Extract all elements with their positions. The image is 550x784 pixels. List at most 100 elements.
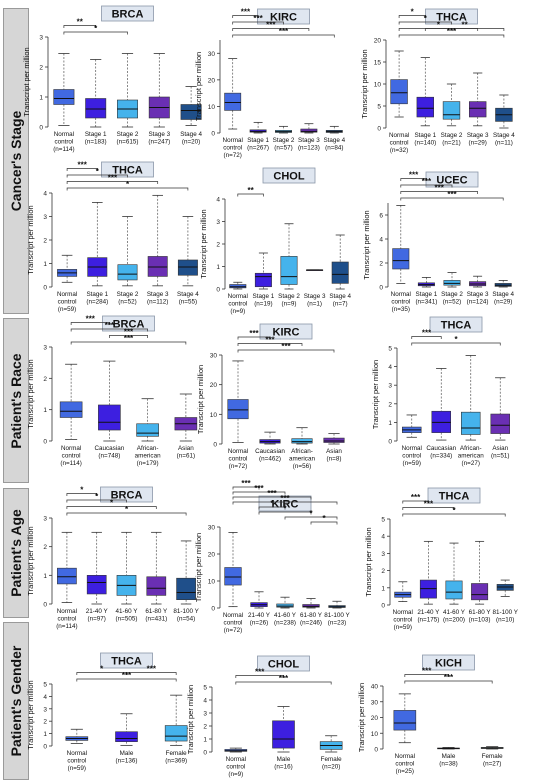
box-body [302,604,320,608]
chart-title: CHOL [273,171,304,183]
box-body [53,89,75,105]
x-tick-label: (n=124) [467,299,489,306]
box-body [176,577,196,601]
x-tick-label: Normal [54,131,74,138]
box-body [180,104,202,120]
box-body [272,720,295,749]
significance-label: * [424,14,428,23]
y-tick-label: 20 [208,552,216,559]
x-tick-label: Normal [389,132,409,139]
significance-bracket [404,680,493,684]
significance-bracket [398,21,452,25]
x-tick-label: (n=20) [322,764,340,771]
y-tick-label: 40 [371,684,379,691]
y-tick-label: 10 [208,579,216,586]
significance-bracket [258,511,312,515]
x-tick-label: (n=246) [300,620,322,627]
x-tick-label: (n=334) [430,453,452,460]
x-tick-label: (n=7) [333,301,348,308]
x-tick-label: Stage 3 [467,132,489,139]
x-tick-label: american [135,453,161,460]
box-body [254,272,272,288]
x-tick-label: Female [482,753,503,760]
y-tick-label: 2 [43,238,47,245]
y-axis-label: Transcript per million [194,52,203,121]
x-tick-label: Stage 3 [148,131,170,138]
x-tick-label: control [57,616,76,623]
x-tick-label: Male [277,756,291,763]
significance-label: *** [411,493,421,502]
y-tick-label: 0 [213,442,217,449]
x-tick-label: (n=21) [442,140,460,147]
y-tick-label: 4 [216,197,220,204]
box-3 [319,735,343,753]
box-5 [325,125,343,134]
x-tick-label: control [402,453,421,460]
box-3 [442,83,461,127]
y-tick-label: 0 [388,439,392,446]
box-body [229,284,247,289]
y-tick-label: 0 [381,603,385,610]
significance-label: *** [105,321,115,330]
box-1 [390,50,408,118]
significance-label: *** [281,342,291,351]
significance-bracket [411,342,501,346]
significance-label: *** [122,671,132,680]
box-body [115,731,138,742]
x-tick-label: (n=11) [495,140,513,147]
significance-bracket [63,31,128,35]
x-tick-label: African- [460,445,482,452]
x-tick-label: control [223,145,242,152]
x-tick-label: 41-60 Y [274,612,297,619]
significance-bracket [398,34,505,38]
y-tick-label: 6 [379,213,383,220]
significance-label: *** [424,500,434,509]
significance-bracket [400,191,478,194]
x-tick-label: Stage 3 [298,137,320,144]
y-axis-label: Transcript per million [26,526,35,595]
y-tick-label: 0 [379,285,383,292]
box-body [416,96,434,118]
box-body [224,92,242,111]
box-5 [331,234,349,290]
panel-13: THCA 0 1 2 3 4 5 Transcript per million Normalco… [26,652,188,772]
chart-title: KIRC [272,499,299,511]
chart-title: BRCA [112,9,144,21]
x-tick-label: Asian [492,445,508,452]
x-tick-label: (n=615) [117,139,139,146]
box-body [98,404,121,431]
x-tick-label: (n=52) [118,299,136,306]
significance-label: *** [147,665,157,674]
box-3 [276,596,294,609]
y-tick-label: 2 [39,65,43,72]
x-tick-label: (n=59) [403,460,421,467]
chart-title: THCA [436,12,467,24]
panel-1: BRCA 0 1 2 3 Transcript per million Normalcont… [22,5,202,153]
y-tick-label: 4 [381,534,385,541]
box-4 [490,377,510,441]
significance-label: *** [444,673,454,682]
y-tick-label: 5 [377,104,381,111]
y-tick-label: 1 [388,420,392,427]
x-tick-label: Stage 4 [492,291,514,298]
significance-label: *** [124,334,134,343]
x-tick-label: (n=25) [396,768,414,775]
x-tick-label: (n=431) [145,616,167,623]
title-badge [100,652,153,669]
significance-bracket [400,178,427,181]
x-tick-label: (n=9) [230,308,245,315]
box-2 [86,531,107,605]
x-tick-label: (n=114) [56,623,77,630]
y-tick-label: 1 [216,264,220,271]
box-1 [224,747,248,753]
x-tick-label: (n=748) [98,453,120,460]
box-body [443,280,461,286]
y-tick-label: 1 [43,573,47,580]
title-badge [429,316,483,333]
y-tick-label: 30 [371,699,379,706]
x-tick-label: (n=200) [443,617,465,624]
x-tick-label: Caucasian [255,448,285,455]
box-4 [148,53,170,128]
panel-9: THCA 0 1 2 3 4 5 Transcript per million Normalco… [371,316,510,467]
box-body [146,576,167,596]
